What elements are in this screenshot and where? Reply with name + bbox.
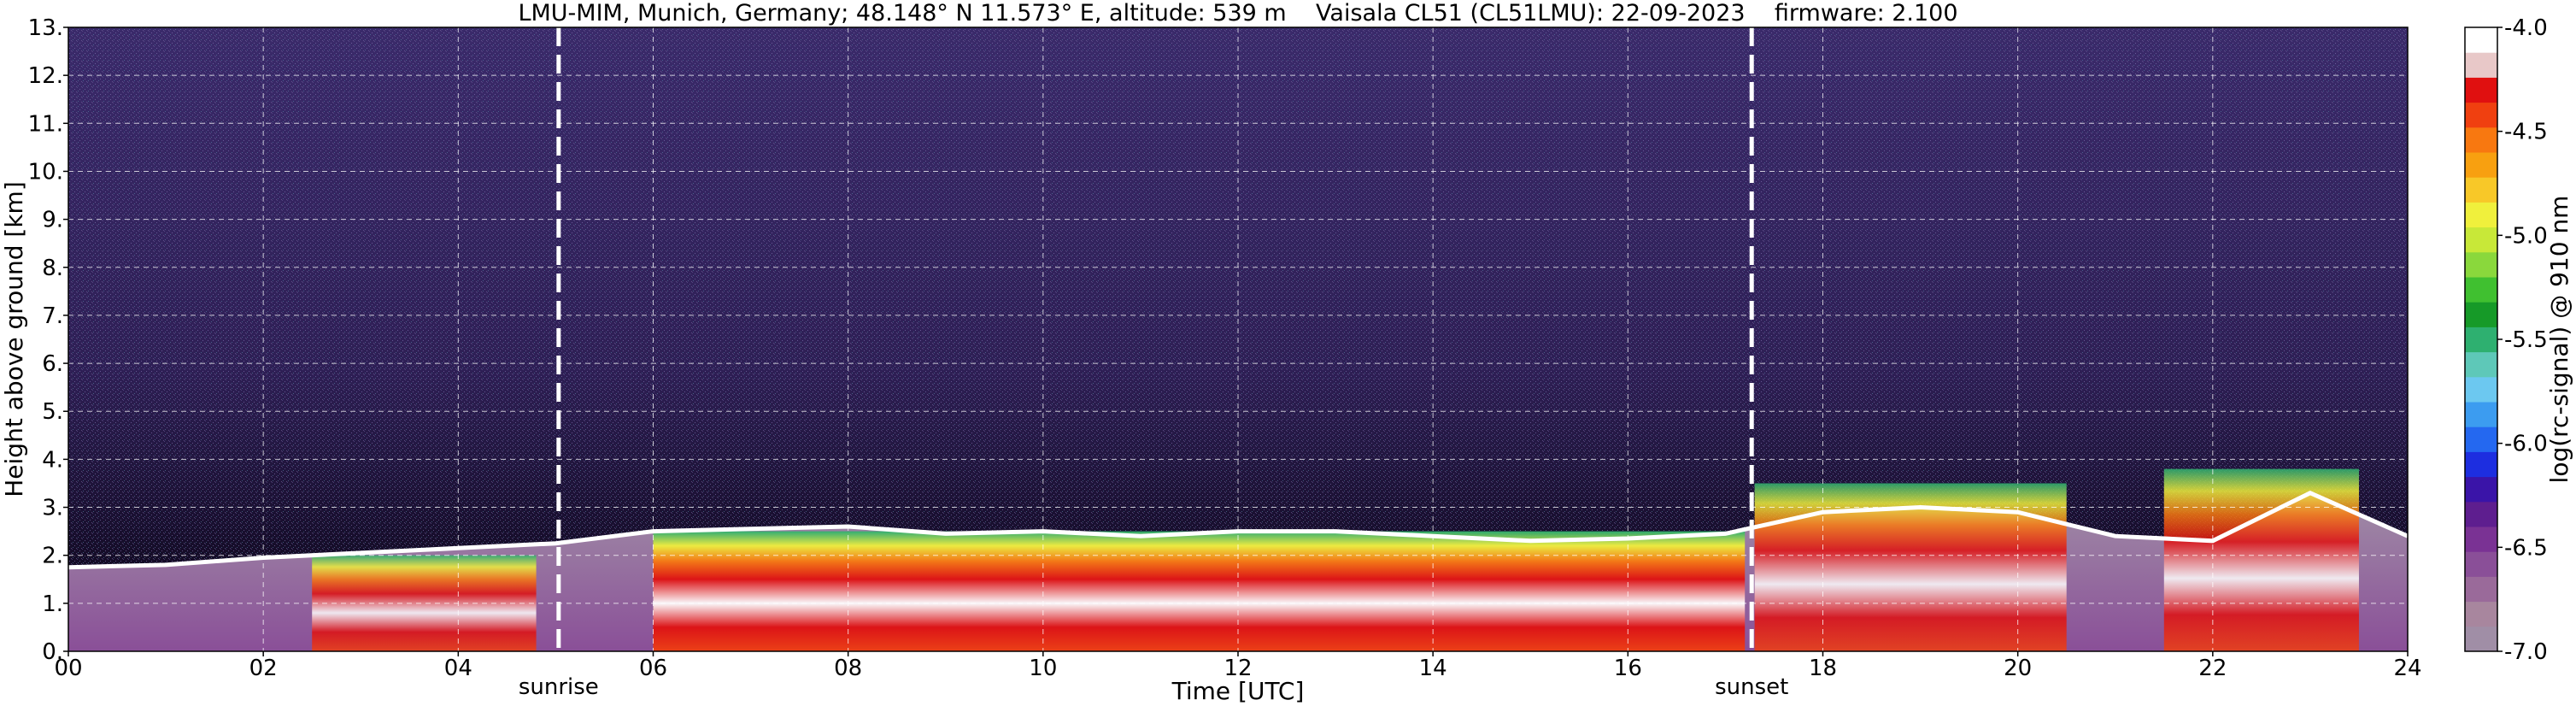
y-tick-label: 1. [42,591,63,617]
x-tick-label: 24 [2393,656,2421,681]
x-axis-label: Time [UTC] [1171,677,1305,705]
colorbar-band [2465,202,2497,228]
colorbar-tick-label: -4.5 [2504,120,2548,145]
colorbar-label: log(rc-signal) @ 910 nm [2545,196,2573,484]
colorbar: -7.0 -6.5 -6.0 -5.5 -5.0 -4.5 -4.0 log(rc-sign… [2464,15,2573,665]
colorbar-tick-label: -6.5 [2504,535,2548,561]
aerosol-layer-4 [2163,468,2359,651]
y-tick-label: 0. [42,639,63,665]
colorbar-band [2465,251,2497,278]
colorbar-tick-label: -5.0 [2504,223,2548,249]
plot-area [67,26,2409,652]
colorbar-band [2465,327,2497,353]
colorbar-band [2465,501,2497,527]
sunrise-label: sunrise [519,674,599,700]
colorbar-band [2465,27,2497,53]
x-tick-label: 18 [1809,656,1837,681]
colorbar-band [2465,601,2497,627]
colorbar-band [2465,126,2497,153]
x-tick-label: 08 [834,656,862,681]
colorbar-tick-label: -7.0 [2504,639,2548,665]
colorbar-band [2465,77,2497,103]
y-tick-label: 12. [28,63,63,89]
x-tick-label: 04 [444,656,472,681]
y-tick-label: 13. [28,15,63,41]
y-tick-label: 3. [42,496,63,521]
colorbar-band [2465,351,2497,378]
x-tick-label: 12 [1223,656,1252,681]
colorbar-ticks: -7.0 -6.5 -6.0 -5.5 -5.0 -4.5 -4.0 [2497,15,2548,665]
colorbar-band [2465,227,2497,253]
y-tick-label: 8. [42,256,63,281]
colorbar-bands [2465,27,2497,652]
x-tick-label: 16 [1614,656,1642,681]
y-tick-label: 9. [42,208,63,233]
x-tick-label: 14 [1419,656,1447,681]
colorbar-band [2465,376,2497,403]
y-tick-label: 5. [42,399,63,425]
x-tick-label: 20 [2004,656,2032,681]
y-tick-label: 10. [28,159,63,185]
y-tick-label: 6. [42,351,63,377]
colorbar-band [2465,476,2497,503]
colorbar-band [2465,277,2497,303]
sunset-label: sunset [1715,674,1788,700]
x-tick-label: 02 [249,656,278,681]
event-labels: sunrise sunset [519,674,1788,700]
colorbar-band [2465,427,2497,452]
colorbar-band [2465,576,2497,603]
y-tick-label: 11. [28,111,63,137]
colorbar-band [2465,402,2497,427]
colorbar-band [2465,451,2497,478]
colorbar-band [2465,177,2497,203]
colorbar-band [2465,302,2497,327]
colorbar-band [2465,102,2497,128]
colorbar-band [2465,52,2497,78]
colorbar-tick-label: -4.0 [2504,15,2548,41]
data-layers [68,468,2408,651]
y-axis-label: Height above ground [km] [0,181,28,497]
colorbar-band [2465,626,2497,652]
x-tick-label: 06 [639,656,667,681]
x-tick-label: 10 [1029,656,1057,681]
y-axis: 0. 1. 2. 3. 4. 5. 6. 7. 8. 9. 10. 11. 12. 13. [28,15,68,665]
colorbar-band [2465,527,2497,552]
y-tick-label: 7. [42,303,63,329]
chart-title: LMU-MIM, Munich, Germany; 48.148° N 11.5… [518,0,1957,26]
colorbar-band [2465,551,2497,577]
x-tick-label: 22 [2198,656,2227,681]
y-tick-label: 4. [42,447,63,473]
event-lines [556,27,1754,651]
colorbar-tick-label: -5.5 [2504,327,2548,353]
x-axis: 00 02 04 06 08 10 12 14 16 18 20 22 24 [54,651,2422,681]
x-tick-label: 00 [54,656,82,681]
y-tick-label: 2. [42,544,63,569]
aerosol-layer-1 [312,555,537,651]
aerosol-layer-2 [653,531,1746,651]
colorbar-tick-label: -6.0 [2504,432,2548,457]
colorbar-band [2465,152,2497,178]
